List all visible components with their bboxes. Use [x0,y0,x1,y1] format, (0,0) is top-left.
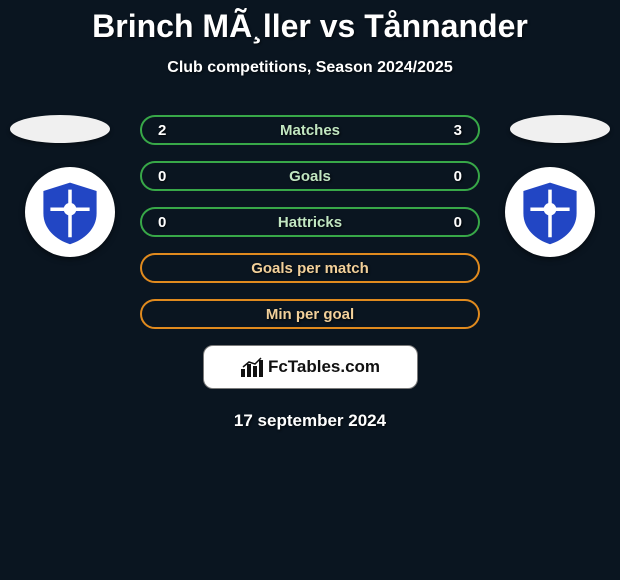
stat-left-value: 0 [158,214,178,231]
stat-label: Matches [178,122,442,139]
player-left-flag [10,115,110,143]
subtitle: Club competitions, Season 2024/2025 [0,59,620,77]
stat-left-value: 0 [158,168,178,185]
stat-label: Hattricks [178,214,442,231]
stat-row: Goals per match [140,253,480,283]
date-label: 17 september 2024 [0,411,620,431]
stats-table: 2Matches30Goals00Hattricks0Goals per mat… [140,115,480,329]
shield-icon [35,177,105,247]
stat-row: 0Hattricks0 [140,207,480,237]
player-left-club-badge [25,167,115,257]
watermark-label: FcTables.com [268,357,380,377]
stat-label: Goals [178,168,442,185]
player-right-club-badge [505,167,595,257]
stat-right-value: 0 [442,214,462,231]
comparison-area: 2Matches30Goals00Hattricks0Goals per mat… [0,115,620,431]
stat-right-value: 3 [442,122,462,139]
shield-icon [515,177,585,247]
page-title: Brinch MÃ¸ller vs Tånnander [0,0,620,45]
stat-left-value: 2 [158,122,178,139]
stat-label: Goals per match [178,260,442,277]
stat-row: 2Matches3 [140,115,480,145]
stat-row: Min per goal [140,299,480,329]
player-right-flag [510,115,610,143]
stat-row: 0Goals0 [140,161,480,191]
watermark: FcTables.com [203,345,418,389]
stat-label: Min per goal [178,306,442,323]
stat-right-value: 0 [442,168,462,185]
bar-chart-icon [240,357,264,377]
